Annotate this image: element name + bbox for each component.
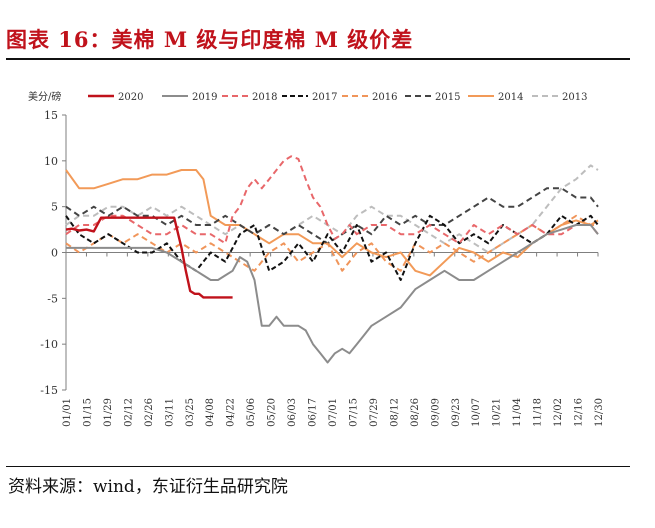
chart-title: 图表 16：美棉 M 级与印度棉 M 级价差 bbox=[6, 27, 414, 52]
y-tick-label: -15 bbox=[40, 384, 58, 397]
series-line-2016 bbox=[65, 214, 598, 272]
y-tick-label: 15 bbox=[44, 109, 58, 122]
series-lines bbox=[65, 155, 599, 364]
line-chart: 2020 2019 2018 2017 2016 2015 2014 2013 美分/磅 15… bbox=[28, 90, 605, 427]
chart-legend: 2020 2019 2018 2017 2016 2015 2014 2013 bbox=[88, 92, 587, 103]
x-tick-label: 06/17 bbox=[308, 398, 319, 427]
y-axis: 15 10 5 0 -5 -10 -15 bbox=[40, 109, 67, 397]
x-tick-label: 12/30 bbox=[594, 398, 605, 427]
x-tick-label: 05/20 bbox=[267, 398, 278, 427]
x-tick-label: 11/04 bbox=[512, 398, 523, 427]
series-line-2014 bbox=[65, 169, 599, 277]
x-tick-label: 04/22 bbox=[226, 398, 237, 427]
source-divider bbox=[6, 466, 630, 467]
legend-label-2017: 2017 bbox=[312, 92, 337, 103]
legend-label-2014: 2014 bbox=[498, 92, 523, 103]
y-tick-label: 0 bbox=[51, 247, 58, 260]
y-tick-label: -10 bbox=[40, 338, 58, 351]
legend-label-2015: 2015 bbox=[435, 92, 460, 103]
x-tick-label: 08/12 bbox=[389, 398, 400, 427]
x-tick-label: 10/21 bbox=[492, 398, 503, 427]
legend-label-2013: 2013 bbox=[562, 92, 587, 103]
legend-label-2019: 2019 bbox=[192, 92, 217, 103]
y-axis-label: 美分/磅 bbox=[28, 90, 61, 103]
x-tick-label: 11/18 bbox=[533, 398, 544, 427]
x-tick-label: 02/26 bbox=[144, 398, 155, 427]
y-tick-label: 10 bbox=[44, 155, 58, 168]
legend-label-2020: 2020 bbox=[118, 92, 143, 103]
x-tick-label: 10/07 bbox=[471, 398, 482, 427]
x-tick-label: 06/03 bbox=[287, 398, 298, 427]
x-tick-label: 02/12 bbox=[123, 398, 134, 427]
x-tick-label: 01/01 bbox=[62, 398, 73, 427]
y-tick-label: 5 bbox=[51, 201, 58, 214]
x-tick-label: 03/25 bbox=[185, 398, 196, 427]
x-tick-label: 05/06 bbox=[246, 398, 257, 427]
source-note: 资料来源：wind，东证衍生品研究院 bbox=[8, 477, 288, 497]
x-tick-label: 01/29 bbox=[103, 398, 114, 427]
legend-label-2016: 2016 bbox=[372, 92, 397, 103]
x-tick-label: 03/11 bbox=[164, 398, 175, 427]
x-tick-label: 07/15 bbox=[348, 398, 359, 427]
x-tick-label: 01/15 bbox=[82, 398, 93, 427]
series-line-2013 bbox=[65, 164, 599, 254]
x-tick-label: 12/02 bbox=[553, 398, 564, 427]
x-tick-label: 09/09 bbox=[430, 398, 441, 427]
x-tick-label: 09/23 bbox=[451, 398, 462, 427]
series-line-2020 bbox=[65, 216, 233, 299]
x-tick-label: 07/01 bbox=[328, 398, 339, 427]
x-axis: 01/01 01/15 01/29 02/12 02/26 03/11 03/25 04/08… bbox=[62, 252, 605, 427]
y-tick-label: -5 bbox=[47, 292, 58, 305]
x-tick-label: 04/08 bbox=[205, 398, 216, 427]
x-tick-label: 12/16 bbox=[574, 398, 585, 427]
series-line-2018 bbox=[65, 155, 599, 245]
x-tick-label: 07/29 bbox=[369, 398, 380, 427]
series-line-2015 bbox=[65, 187, 599, 245]
x-tick-label: 08/26 bbox=[410, 398, 421, 427]
legend-label-2018: 2018 bbox=[252, 92, 277, 103]
series-line-2019 bbox=[66, 224, 599, 364]
title-divider bbox=[6, 58, 630, 60]
